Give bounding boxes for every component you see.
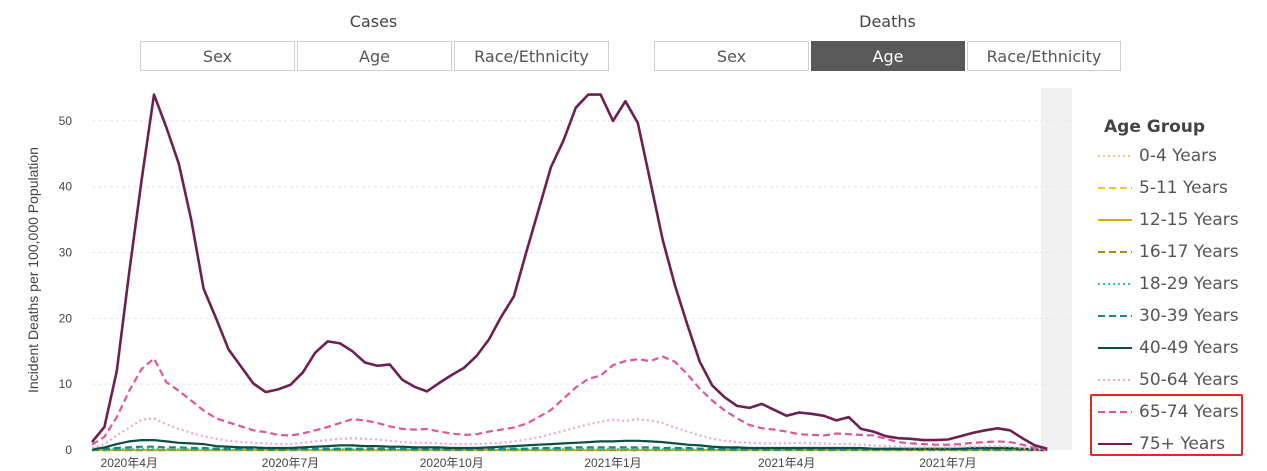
deaths-age-button[interactable]: Age	[811, 41, 965, 71]
future-shaded-region	[1040, 88, 1072, 450]
y-tick-label: 40	[59, 180, 73, 194]
legend-swatch	[1098, 283, 1132, 285]
cases-sex-button[interactable]: Sex	[140, 41, 295, 71]
legend-label: 16-17 Years	[1139, 242, 1239, 262]
legend-swatch	[1098, 187, 1132, 189]
series-lines	[90, 93, 1048, 452]
legend-item[interactable]: 30-39 Years	[1097, 301, 1239, 331]
legend-item[interactable]: 65-74 Years	[1097, 397, 1239, 427]
legend-swatch	[1098, 219, 1132, 221]
gridlines	[92, 120, 1072, 385]
cases-race-ethnicity-button[interactable]: Race/Ethnicity	[454, 41, 609, 71]
y-axis-label: Incident Deaths per 100,000 Population	[25, 147, 41, 393]
legend-item[interactable]: 40-49 Years	[1097, 333, 1239, 363]
y-tick-label: 50	[59, 114, 73, 128]
legend-item[interactable]: 16-17 Years	[1097, 237, 1239, 267]
y-axis-ticks: 0 10 20 30 40 50	[59, 114, 73, 457]
deaths-sex-button[interactable]: Sex	[654, 41, 809, 71]
legend-label: 18-29 Years	[1139, 274, 1239, 294]
legend-item[interactable]: 50-64 Years	[1097, 365, 1239, 395]
x-tick-label: 2020年7月	[262, 456, 319, 470]
legend-label: 65-74 Years	[1139, 402, 1239, 422]
legend-title: Age Group	[1104, 117, 1206, 137]
legend-item[interactable]: 75+ Years	[1097, 429, 1225, 459]
legend-swatch	[1098, 347, 1132, 349]
cases-age-button[interactable]: Age	[297, 41, 452, 71]
legend-swatch	[1098, 411, 1132, 413]
legend-label: 5-11 Years	[1139, 178, 1228, 198]
legend-label: 50-64 Years	[1139, 370, 1239, 390]
x-tick-label: 2021年4月	[758, 456, 815, 470]
deaths-race-ethnicity-button[interactable]: Race/Ethnicity	[967, 41, 1121, 71]
x-tick-label: 2021年1月	[584, 456, 641, 470]
line-chart: 0 10 20 30 40 50 2020年4月 2020年7月 2020年10月 2021年1…	[25, 88, 1072, 470]
legend-swatch	[1098, 315, 1132, 317]
y-tick-label: 10	[59, 377, 73, 391]
legend-label: 40-49 Years	[1139, 338, 1239, 358]
legend-swatch	[1098, 443, 1132, 445]
series-line-75-years	[90, 93, 1048, 450]
legend-label: 30-39 Years	[1139, 306, 1239, 326]
y-tick-label: 20	[59, 311, 73, 325]
legend-item[interactable]: 5-11 Years	[1097, 173, 1228, 203]
cases-group-title: Cases	[349, 12, 398, 31]
legend-swatch	[1098, 379, 1132, 381]
y-tick-label: 30	[59, 246, 73, 260]
deaths-group-title: Deaths	[859, 12, 916, 31]
x-axis-ticks: 2020年4月 2020年7月 2020年10月 2021年1月 2021年4月 2021…	[101, 456, 977, 470]
legend-swatch	[1098, 155, 1132, 157]
legend-label: 12-15 Years	[1139, 210, 1239, 230]
legend-highlight-box	[1090, 394, 1243, 456]
x-tick-label: 2020年10月	[420, 456, 484, 470]
legend-item[interactable]: 18-29 Years	[1097, 269, 1239, 299]
series-line-40-49-years	[91, 439, 1048, 452]
legend-item[interactable]: 12-15 Years	[1097, 205, 1239, 235]
x-tick-label: 2021年7月	[919, 456, 976, 470]
series-line-50-64-years	[91, 417, 1048, 452]
legend-label: 0-4 Years	[1139, 146, 1218, 166]
legend-label: 75+ Years	[1139, 434, 1226, 454]
y-tick-label: 0	[65, 443, 72, 457]
legend-item[interactable]: 0-4 Years	[1097, 141, 1217, 171]
series-line-65-74-years	[91, 355, 1048, 451]
legend-swatch	[1098, 251, 1132, 253]
x-tick-label: 2020年4月	[101, 456, 158, 470]
